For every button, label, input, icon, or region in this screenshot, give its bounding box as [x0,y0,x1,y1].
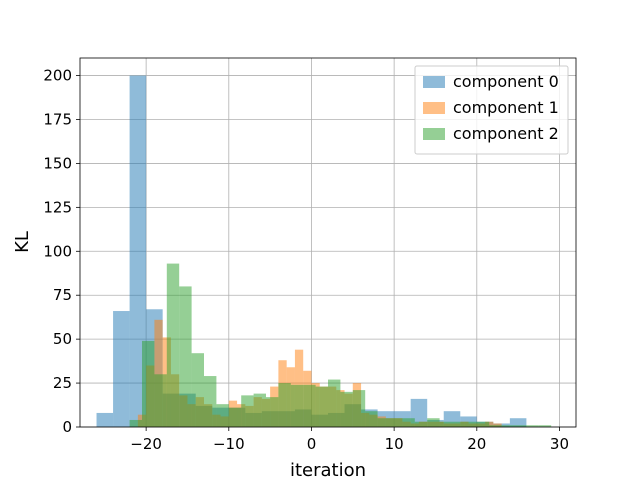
x-tick-label: 20 [467,435,486,453]
histogram-bar [476,421,490,427]
legend-label: component 0 [453,72,559,91]
histogram-bar [514,425,527,427]
histogram-bar [414,421,428,427]
x-axis-label: iteration [290,460,366,480]
series-2-bars [129,263,552,427]
axis-ticks: −20 −10 0 10 20 30 0 25 50 75 100 125 150 175 200 [43,67,569,453]
histogram-bar [129,419,142,427]
histogram-bar [328,379,341,427]
histogram-bar [526,425,539,427]
y-tick-label: 75 [53,286,72,304]
y-tick-label: 25 [53,374,72,392]
histogram-bar [228,407,242,427]
plot-frame [79,57,577,428]
histogram-bar [290,384,304,427]
x-tick-label: −20 [130,435,162,453]
legend-swatch [423,102,445,114]
x-tick-label: 0 [307,435,317,453]
legend-swatch [423,76,445,88]
y-axis-label: KL [12,231,33,253]
histogram-bar [365,411,378,427]
histogram-bar [154,374,167,427]
histogram-bar [278,383,291,427]
histogram-bar [241,395,254,427]
histogram-bar [464,421,477,427]
y-tick-label: 200 [43,67,72,85]
histogram-bar [191,353,204,427]
x-tick-label: −10 [213,435,245,453]
histogram-bar [96,412,114,427]
legend-box [414,65,569,155]
histogram-bar [452,421,465,427]
histogram-bar [352,390,366,427]
histogram-bar [303,384,316,427]
y-tick-label: 0 [62,418,72,436]
histogram-bar [129,75,147,428]
histogram-bar [439,421,452,427]
histogram-bar [402,418,415,427]
histogram-bar [427,418,440,427]
histogram-bar [489,425,502,427]
histogram-bar [142,340,155,427]
histogram-bar [216,404,229,427]
x-tick-label: 30 [550,435,569,453]
histogram-bar [485,421,494,427]
histogram-bar [166,263,180,427]
histogram-bar [509,418,527,427]
histogram-bar [340,391,353,427]
histogram-bar [377,418,390,427]
y-tick-label: 125 [43,198,72,216]
histogram-bars [96,75,552,428]
x-tick-label: 10 [385,435,404,453]
histogram-bar [253,393,266,427]
histogram-bar [204,376,217,427]
histogram-bar [501,425,514,427]
histogram-bar [266,397,279,427]
y-tick-label: 50 [53,330,72,348]
y-tick-label: 100 [43,242,72,260]
histogram-bar [179,286,192,427]
histogram-bar [113,311,130,427]
histogram-bar [538,425,552,427]
legend-label: component 2 [453,124,559,143]
histogram-bar [315,386,328,427]
histogram-bar [154,319,163,427]
legend-label: component 1 [453,98,559,117]
legend-swatch [423,128,445,140]
histogram-bar [390,418,403,427]
legend: component 0 component 1 component 2 [414,65,569,155]
y-tick-label: 150 [43,154,72,172]
y-tick-label: 175 [43,111,72,129]
